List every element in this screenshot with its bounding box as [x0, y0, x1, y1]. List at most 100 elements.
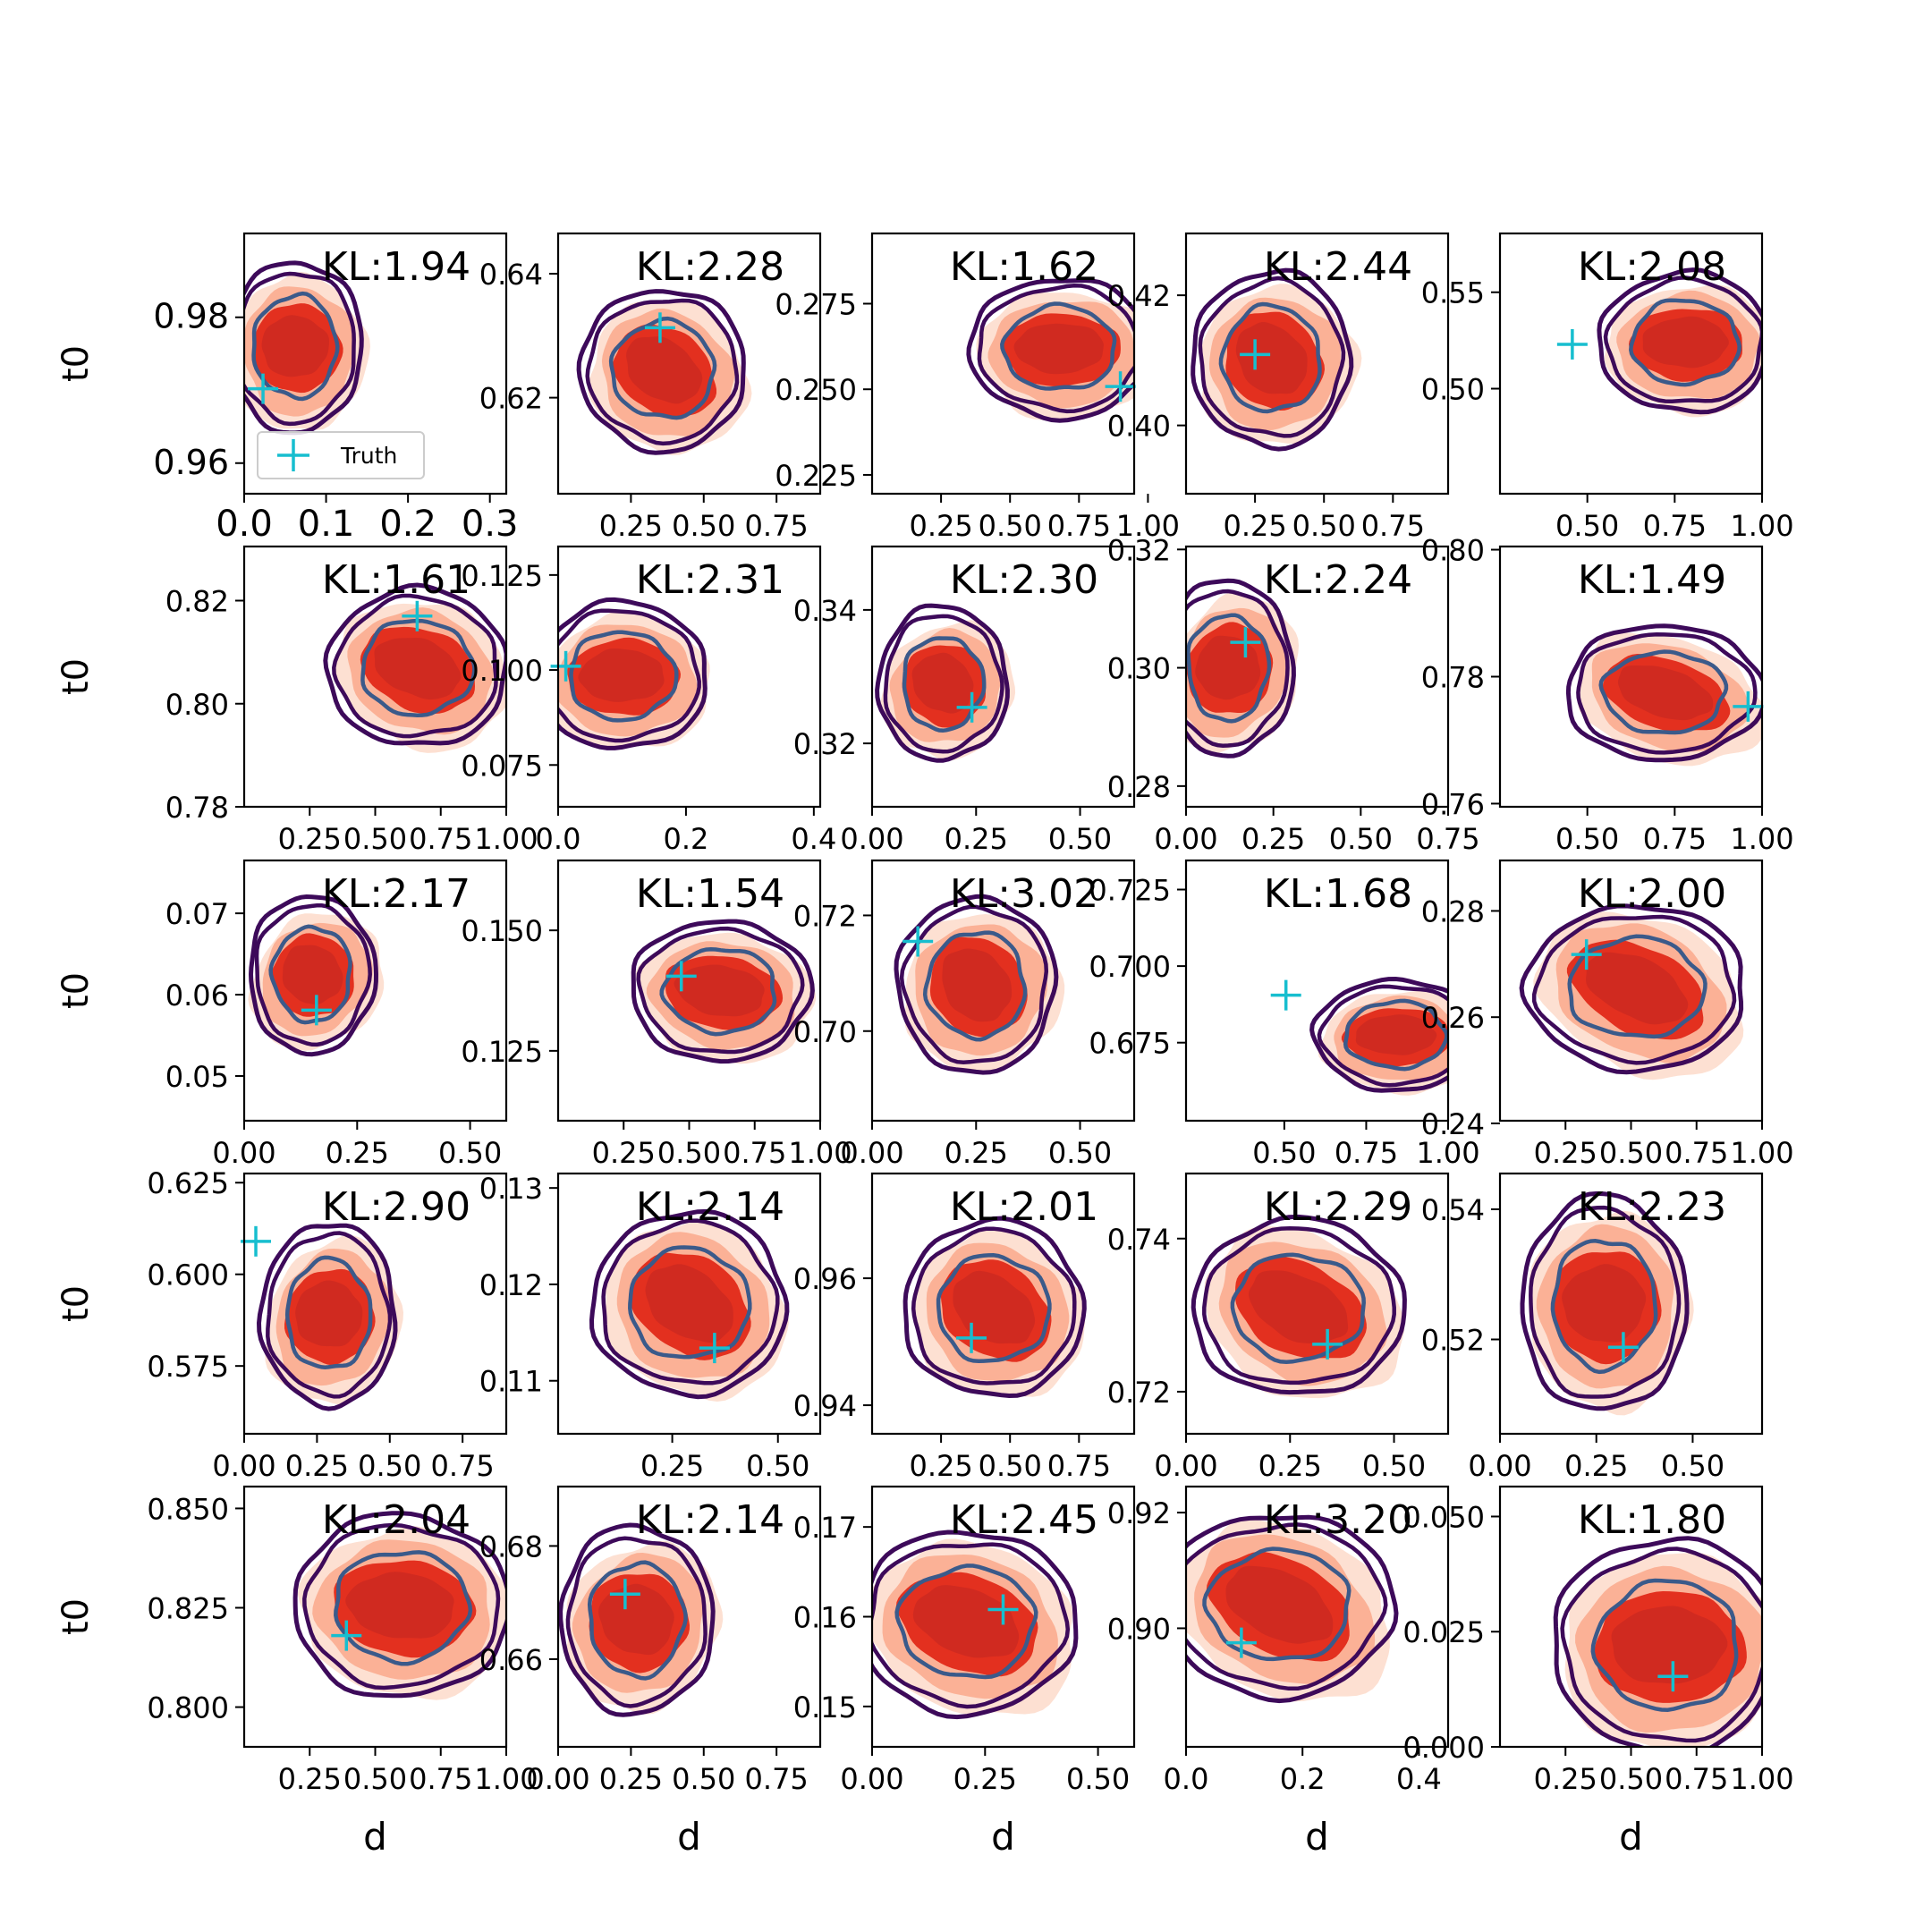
- contour-outer: [323, 582, 506, 746]
- y-tick-label: 0.025: [1402, 1615, 1485, 1649]
- x-tick-label: 0.50: [672, 509, 735, 543]
- kl-title: KL:2.14: [636, 1184, 784, 1230]
- y-tick-label: 0.72: [793, 899, 857, 933]
- y-tick-label: 0.52: [1421, 1324, 1485, 1358]
- axes-frame: [870, 232, 1136, 496]
- y-tick-label: 0.000: [1402, 1731, 1485, 1765]
- x-axis-label: d: [677, 1815, 701, 1859]
- x-tick-label: 0.50: [657, 1136, 721, 1170]
- density-layer: [558, 1522, 724, 1717]
- y-tick-label: 0.28: [1107, 770, 1171, 804]
- contour-middle: [1603, 275, 1762, 404]
- x-tick-label: 0.2: [1280, 1762, 1326, 1796]
- kl-title: KL:2.45: [950, 1497, 1098, 1543]
- y-tick-label: 0.68: [479, 1530, 543, 1563]
- legend-label: Truth: [340, 443, 397, 469]
- x-tick-label: 0.00: [840, 822, 903, 856]
- y-tick-label: 0.96: [153, 443, 229, 482]
- contour-middle: [332, 593, 498, 739]
- y-axis-label: t0: [55, 345, 97, 382]
- x-tick-label: 0.0: [216, 504, 273, 545]
- kl-title: KL:2.29: [1264, 1184, 1412, 1230]
- contour-middle: [558, 608, 701, 743]
- kl-title: KL:2.23: [1578, 1184, 1726, 1230]
- subplot-22: 0.00 0.25 0.50 0.75 0.66 0.68 KL:2.14 d: [479, 1485, 822, 1859]
- truth-marker: [1312, 1328, 1343, 1360]
- subplot-7: 0.0 0.2 0.4 0.075 0.100 0.125 KL:2.31: [461, 545, 836, 856]
- x-tick-label: 1.00: [474, 822, 538, 856]
- density-layer: [894, 894, 1065, 1075]
- y-tick-label: 0.66: [479, 1643, 543, 1677]
- y-axis-label: t0: [55, 1598, 97, 1635]
- kl-title: KL:2.24: [1264, 557, 1412, 603]
- y-tick-label: 0.94: [793, 1389, 857, 1423]
- y-tick-label: 0.64: [479, 258, 543, 292]
- kl-title: KL:1.54: [636, 871, 784, 917]
- contour-middle: [1576, 632, 1758, 755]
- density-layer: [589, 1208, 790, 1402]
- axes-frame: [1184, 545, 1450, 809]
- kl-title: KL:3.20: [1264, 1497, 1412, 1543]
- subplot-25: 0.25 0.50 0.75 1.00 0.000 0.025 0.050 KL:1.80 d: [1402, 1485, 1794, 1859]
- y-tick-label: 0.17: [793, 1511, 857, 1545]
- contour-inner: [1629, 298, 1741, 387]
- axes-frame: [870, 545, 1136, 809]
- x-tick-label: 0.75: [409, 822, 472, 856]
- contour-outer: [256, 1223, 398, 1411]
- y-axis-label: t0: [55, 1285, 97, 1322]
- x-tick-label: 0.50: [1362, 1449, 1426, 1483]
- axes-frame: [242, 859, 508, 1123]
- contour-inner: [587, 1560, 688, 1681]
- posterior-fill-core: [953, 1270, 1036, 1344]
- posterior-fill-core: [1611, 1606, 1728, 1684]
- x-tick-label: 0.50: [746, 1449, 809, 1483]
- contour-inner: [936, 1253, 1052, 1364]
- x-tick-label: 0.50: [672, 1762, 735, 1796]
- density-layer: [1520, 1191, 1694, 1416]
- x-tick-label: 0.75: [431, 1449, 495, 1483]
- contour-outer: [894, 894, 1059, 1075]
- subplot-9: 0.00 0.25 0.50 0.75 0.28 0.30 0.32 KL:2.24: [1107, 533, 1480, 856]
- y-tick-label: 0.72: [1107, 1376, 1171, 1410]
- x-tick-label: 0.50: [979, 509, 1042, 543]
- y-tick-label: 0.28: [1421, 894, 1485, 928]
- posterior-fill-core: [282, 945, 343, 1004]
- x-tick-label: 1.00: [1116, 509, 1180, 543]
- contour-middle: [266, 1231, 393, 1399]
- truth-marker: [956, 1322, 987, 1353]
- x-axis-label: d: [363, 1815, 387, 1859]
- y-tick-label: 0.125: [461, 559, 543, 593]
- axes-frame: [556, 1485, 822, 1749]
- subplot-2: 0.25 0.50 0.75 0.62 0.64 KL:2.28: [479, 232, 822, 543]
- x-tick-label: 0.00: [840, 1762, 903, 1796]
- y-tick-label: 0.850: [147, 1492, 229, 1526]
- contour-outer: [1565, 623, 1762, 763]
- truth-marker: [402, 600, 433, 631]
- x-tick-label: 0.2: [663, 822, 708, 856]
- x-axis-label: d: [1619, 1815, 1643, 1859]
- axes-frame: [242, 232, 508, 496]
- truth-marker: [1607, 1332, 1639, 1363]
- subplot-4: 0.25 0.50 0.75 0.40 0.42 KL:2.44: [1107, 232, 1450, 543]
- y-tick-label: 0.55: [1421, 276, 1485, 310]
- x-tick-label: 0.25: [599, 1762, 663, 1796]
- x-tick-label: 0.00: [1154, 822, 1217, 856]
- contour-outer: [1520, 1191, 1690, 1411]
- truth-marker: [1225, 1627, 1257, 1658]
- subplot-13: 0.00 0.25 0.50 0.70 0.72 KL:3.02: [793, 859, 1136, 1170]
- x-tick-label: 0.00: [212, 1449, 275, 1483]
- contour-outer: [902, 1216, 1087, 1399]
- x-tick-label: 0.50: [1329, 822, 1393, 856]
- x-tick-label: 1.00: [474, 1762, 538, 1796]
- y-tick-label: 0.700: [1089, 950, 1171, 984]
- y-tick-label: 0.275: [775, 287, 857, 321]
- density-layer: [256, 1223, 403, 1411]
- x-tick-label: 0.50: [979, 1449, 1042, 1483]
- kl-title: KL:1.62: [950, 244, 1098, 290]
- contour-middle: [636, 926, 805, 1055]
- density-layer: [966, 277, 1134, 423]
- y-tick-label: 0.34: [793, 594, 857, 628]
- kl-title: KL:3.02: [950, 871, 1098, 917]
- subplot-23: 0.00 0.25 0.50 0.15 0.16 0.17 KL:2.45 d: [793, 1485, 1136, 1859]
- axes-frame: [1184, 232, 1450, 496]
